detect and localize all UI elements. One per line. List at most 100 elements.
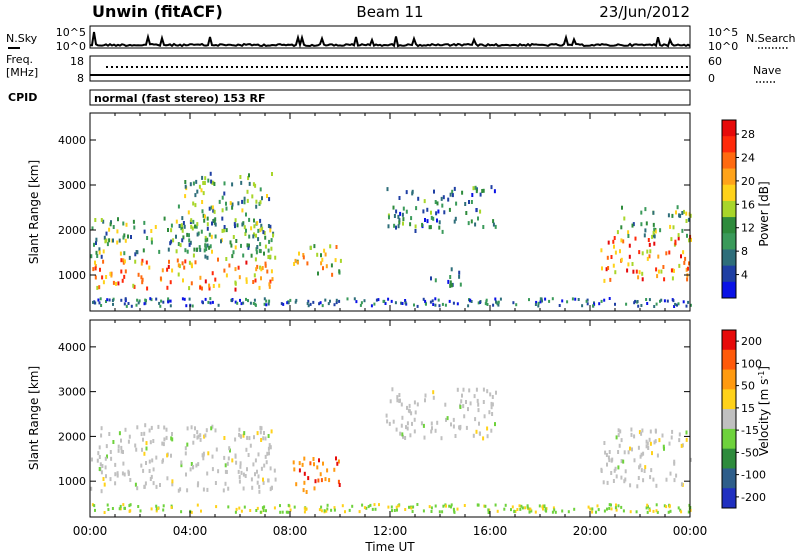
velocity-nearrange-cell (243, 505, 246, 509)
power-scatter-cell (684, 256, 687, 261)
velocity-scatter-cell (490, 401, 493, 406)
velocity-scatter-cell (140, 463, 143, 468)
power-nearrange-cell (494, 297, 497, 301)
power-scatter-cell (245, 260, 248, 265)
power-scatter-cell (120, 258, 123, 263)
velocity-scatter-cell (243, 431, 246, 436)
power-scatter-cell (494, 224, 497, 229)
power-scatter-cell (260, 267, 263, 272)
power-scatter-cell (106, 242, 109, 247)
velocity-scatter-cell (197, 481, 200, 486)
velocity-nearrange-cell (669, 509, 672, 513)
power-scatter-cell (477, 216, 479, 221)
power-scatter-cell (94, 218, 97, 222)
power-scatter-cell (423, 199, 426, 204)
power-scatter-cell (133, 284, 136, 289)
power-scatter-cell (458, 274, 461, 279)
power-scatter-cell (203, 248, 206, 253)
power-scatter-cell (223, 228, 226, 233)
power-scatter-cell (221, 208, 224, 213)
noise-right-tick-bottom: 10^0 (708, 40, 738, 53)
power-scatter-cell (656, 274, 659, 279)
power-scatter-cell (266, 269, 269, 274)
velocity-nearrange-cell (645, 506, 648, 510)
power-scatter-cell (671, 276, 674, 281)
power-scatter-cell (471, 193, 474, 197)
power-nearrange-cell (603, 298, 606, 302)
power-scatter-cell (330, 263, 333, 268)
power-nearrange-cell (149, 297, 152, 301)
velocity-scatter-cell (100, 489, 103, 494)
power-scatter-cell (459, 282, 462, 287)
velocity-nearrange-cell (442, 504, 445, 508)
power-ytick-label: 2000 (58, 224, 86, 237)
velocity-scatter-cell (655, 483, 658, 488)
velocity-nearrange-cell (668, 504, 671, 508)
power-scatter-cell (317, 271, 319, 276)
velocity-scatter-cell (155, 484, 158, 489)
velocity-scatter-cell (298, 461, 301, 466)
power-nearrange-cell (561, 299, 564, 303)
power-scatter-cell (454, 216, 457, 221)
power-scatter-cell (177, 263, 180, 268)
power-nearrange-cell (438, 304, 441, 308)
power-scatter-cell (183, 265, 186, 270)
power-nearrange-cell (424, 301, 427, 305)
velocity-scatter-cell (319, 472, 322, 477)
velocity-scatter-cell (166, 476, 169, 481)
power-scatter-cell (110, 271, 113, 276)
velocity-scatter-cell (608, 458, 611, 463)
velocity-scatter-cell (206, 487, 209, 492)
power-scatter-cell (479, 192, 482, 197)
power-nearrange-cell (355, 300, 358, 304)
power-nearrange-cell (307, 299, 310, 303)
velocity-nearrange-cell (530, 509, 533, 513)
power-nearrange-cell (534, 303, 537, 306)
power-x-ticks (89, 113, 691, 311)
power-scatter-cell (263, 251, 265, 256)
velocity-scatter-cell (338, 483, 341, 487)
velocity-nearrange-cell (119, 504, 122, 508)
velocity-scatter-cell (430, 429, 433, 434)
velocity-scatter-cell (456, 387, 459, 392)
power-scatter-cell (232, 235, 235, 239)
power-scatter-cell (433, 189, 435, 194)
power-nearrange-cell (608, 297, 611, 300)
power-scatter-cell (680, 254, 682, 259)
velocity-scatter-cell (420, 421, 423, 426)
velocity-scatter-cell (681, 443, 684, 448)
power-nearrange-cell (673, 305, 676, 308)
power-nearrange-cell (676, 303, 678, 307)
velocity-scatter-cell (629, 446, 631, 451)
velocity-nearrange-cell (476, 503, 479, 507)
power-scatter-cell (110, 220, 112, 225)
power-nearrange-cell (286, 301, 289, 305)
power-y-axis-title: Slant Range [km] (27, 160, 41, 264)
velocity-scatter-cell (411, 421, 413, 426)
power-nearrange-cell (625, 302, 628, 306)
power-nearrange-cell (265, 299, 268, 303)
power-scatter-cell (193, 247, 196, 252)
power-scatter-cell (252, 182, 255, 187)
noise-right-tick-top: 10^5 (708, 26, 738, 39)
power-scatter-cell (177, 204, 180, 209)
power-scatter-cell (448, 207, 451, 212)
power-scatter-cell (188, 238, 191, 243)
velocity-scatter-cell (624, 469, 627, 474)
power-scatter-cell (180, 223, 183, 228)
velocity-scatter-cell (302, 488, 305, 493)
power-scatter-cell (637, 275, 640, 280)
power-scatter-cell (184, 194, 187, 199)
velocity-scatter-cell (270, 485, 273, 490)
velocity-scatter-cell (658, 438, 661, 443)
velocity-colorbar-tick-label: 200 (741, 335, 762, 348)
power-scatter-cell (254, 257, 257, 262)
velocity-scatter-cell (629, 483, 632, 488)
power-scatter-cell (627, 230, 630, 235)
velocity-scatter-cell (224, 463, 227, 468)
power-nearrange-cell (535, 300, 538, 304)
velocity-x-ticks (89, 320, 691, 517)
power-scatter-cell (601, 266, 603, 271)
power-scatter-cell (649, 249, 652, 254)
power-scatter-cell (234, 287, 237, 292)
